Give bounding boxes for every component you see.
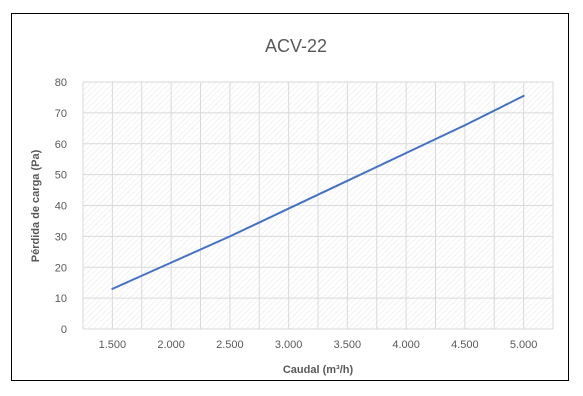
x-axis-title: Caudal (m³/h) [283, 364, 354, 376]
y-tick-label: 80 [55, 77, 67, 89]
series-layer [111, 94, 525, 290]
y-tick-label: 10 [55, 293, 67, 305]
x-tick-label: 3.000 [275, 339, 303, 351]
x-tick-label: 2.000 [157, 339, 185, 351]
y-tick-label: 20 [55, 262, 67, 274]
data-point [346, 180, 349, 182]
tick-labels: 0 10 20 30 40 50 60 70 80 1.500 2.000 2.500 3.000 3.5… [55, 77, 538, 351]
data-point [405, 152, 407, 154]
data-point [464, 124, 466, 127]
data-point [170, 261, 172, 264]
series-line [111, 94, 525, 290]
data-point [522, 95, 525, 97]
chart-title: ACV-22 [265, 36, 327, 56]
data-point [229, 235, 231, 238]
x-tick-label: 4.000 [392, 339, 420, 351]
x-tick-label: 3.500 [334, 339, 362, 351]
y-tick-label: 50 [55, 170, 67, 182]
y-tick-label: 60 [55, 139, 67, 151]
y-tick-label: 40 [55, 201, 67, 213]
data-point [111, 288, 114, 290]
chart-svg: 0 10 20 30 40 50 60 70 80 1.500 2.000 2.500 3.000 3.5… [30, 36, 554, 376]
y-tick-label: 30 [55, 231, 67, 243]
data-point [287, 207, 290, 210]
y-axis-title: Pérdida de carga (Pa) [30, 149, 42, 262]
chart-frame: 0 10 20 30 40 50 60 70 80 1.500 2.000 2.500 3.000 3.5… [11, 13, 569, 381]
y-tick-label: 0 [61, 324, 67, 336]
x-tick-label: 5.000 [510, 339, 538, 351]
x-tick-label: 2.500 [216, 339, 244, 351]
x-tick-label: 4.500 [451, 339, 479, 351]
x-tick-label: 1.500 [99, 339, 127, 351]
y-tick-label: 70 [55, 108, 67, 120]
